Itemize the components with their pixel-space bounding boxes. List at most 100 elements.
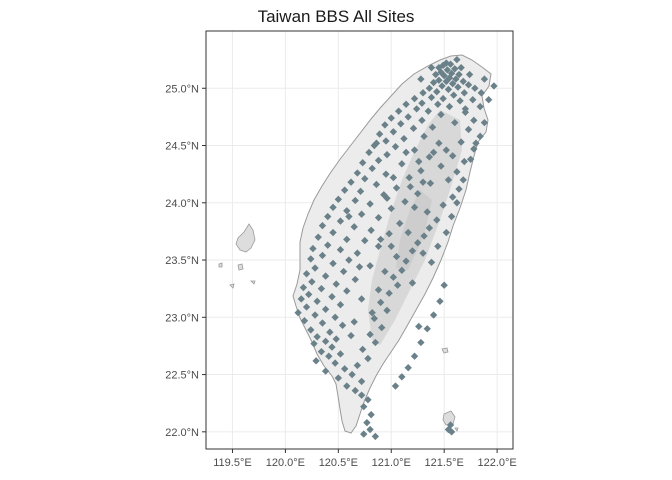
site-marker [371, 432, 380, 441]
site-marker [446, 60, 455, 68]
site-marker [366, 262, 374, 270]
site-marker [444, 85, 453, 94]
site-marker [343, 287, 351, 295]
site-marker [381, 267, 389, 276]
site-marker [308, 278, 316, 286]
site-marker [448, 193, 457, 201]
site-marker [371, 338, 380, 347]
site-marker [347, 331, 355, 340]
site-marker [364, 354, 372, 363]
site-marker [336, 246, 345, 254]
site-marker [339, 267, 348, 276]
site-marker [350, 318, 358, 326]
site-marker [343, 382, 351, 390]
site-marker [353, 361, 362, 370]
site-marker [356, 187, 365, 196]
penghu-islands [218, 223, 256, 289]
site-marker [447, 428, 456, 436]
x-tick-label: 119.5°E [213, 457, 251, 469]
site-marker [438, 82, 446, 90]
site-marker [459, 77, 467, 86]
site-marker [480, 75, 489, 83]
mountain-peak-shade [396, 190, 432, 270]
x-tick-label: 122.0°E [477, 457, 516, 469]
site-marker [331, 359, 339, 367]
site-marker [336, 217, 345, 225]
site-marker [365, 148, 373, 157]
site-marker [427, 63, 436, 72]
site-marker [321, 272, 330, 280]
x-tick-label: 120.5°E [319, 457, 358, 469]
site-marker [385, 230, 393, 238]
site-marker [402, 100, 410, 108]
site-marker [300, 317, 309, 325]
site-marker [375, 130, 384, 138]
site-marker [418, 99, 426, 107]
site-marker [393, 281, 402, 289]
site-marker [464, 125, 473, 134]
site-marker [480, 118, 489, 127]
site-marker [383, 306, 391, 315]
site-marker [302, 270, 311, 278]
site-marker [457, 63, 465, 72]
site-marker [408, 279, 417, 287]
site-marker [457, 138, 465, 146]
site-marker [394, 107, 403, 115]
site-marker [429, 311, 438, 319]
y-tick-label: 25.0°N [165, 83, 199, 95]
site-marker [318, 251, 327, 260]
site-marker [367, 410, 375, 419]
site-marker [425, 84, 434, 92]
site-marker [429, 148, 438, 157]
site-marker [429, 78, 438, 87]
site-marker [314, 233, 322, 241]
site-marker [355, 263, 364, 271]
site-marker [428, 123, 437, 131]
site-marker [353, 169, 362, 177]
site-marker [313, 297, 321, 305]
site-marker [311, 264, 319, 272]
site-marker [391, 142, 400, 151]
site-marker [418, 116, 426, 125]
site-marker [310, 339, 318, 348]
site-marker [357, 377, 366, 386]
site-marker [445, 102, 454, 111]
site-marker [305, 290, 313, 299]
penghu-islet [229, 283, 235, 289]
site-marker [307, 255, 315, 263]
site-marker [351, 275, 359, 284]
site-marker [313, 333, 321, 341]
site-marker [456, 97, 464, 105]
site-marker [427, 93, 436, 102]
map-title: Taiwan BBS All Sites [257, 7, 415, 26]
site-marker [351, 386, 359, 395]
site-marker [419, 178, 427, 186]
site-marker [490, 82, 498, 90]
site-marker [321, 367, 330, 375]
site-marker [402, 148, 410, 157]
site-marker [345, 256, 353, 264]
penghu-main-island [235, 223, 256, 253]
site-marker [363, 418, 371, 427]
site-marker [370, 314, 378, 323]
site-marker [374, 242, 383, 250]
site-marker [348, 370, 356, 379]
site-marker [466, 155, 475, 163]
axes: 119.5°E 120.0°E 120.5°E 121.0°E 121.5°E 122.0… [165, 83, 517, 469]
site-marker [410, 203, 419, 212]
site-marker [338, 321, 347, 329]
site-marker [410, 94, 419, 103]
site-marker [329, 203, 337, 212]
site-marker [341, 186, 349, 194]
site-marker [357, 391, 366, 399]
site-marker [328, 293, 336, 301]
site-marker [374, 156, 383, 165]
site-marker [450, 91, 458, 99]
site-marker [299, 283, 308, 292]
site-marker [426, 179, 435, 187]
site-marker [376, 298, 385, 307]
site-marker [465, 70, 474, 79]
site-marker [360, 430, 368, 438]
site-marker [364, 396, 372, 404]
